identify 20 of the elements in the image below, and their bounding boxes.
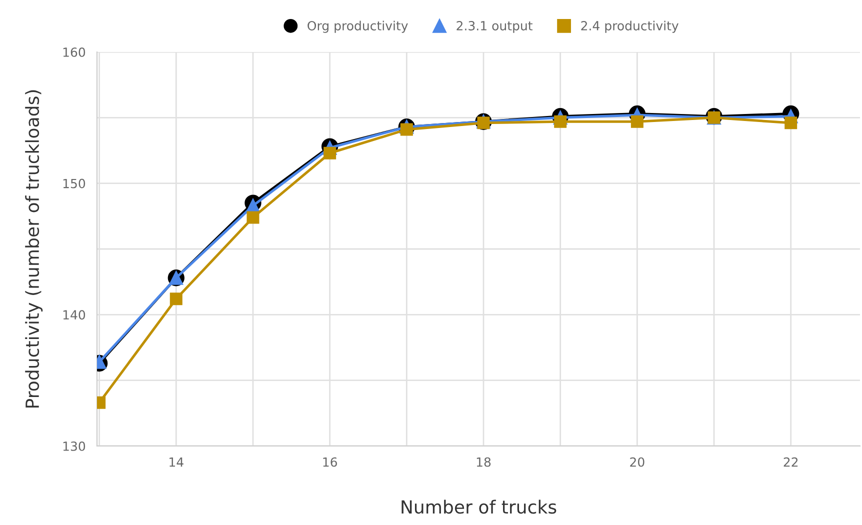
x-axis-title: Number of trucks [402, 500, 556, 514]
y-tick-label: 140 [63, 310, 86, 320]
point [324, 146, 336, 160]
y-axis-title: Productivity (number of truckloads) [25, 90, 43, 408]
y-tick-label: 130 [63, 441, 86, 451]
legend-label: Org productivity [308, 20, 408, 33]
legend-label: 2.4 productivity [581, 20, 678, 33]
point [630, 115, 644, 128]
point [170, 292, 182, 306]
x-tick-label: 22 [784, 457, 798, 467]
point [246, 211, 260, 224]
y-tick-label: 150 [63, 178, 86, 188]
point [784, 116, 798, 130]
x-tick-label: 16 [323, 457, 337, 467]
x-tick-label: 20 [630, 457, 644, 467]
y-tick-label: 160 [63, 47, 86, 57]
point [554, 115, 567, 128]
legend-label: 2.3.1 output [456, 20, 532, 33]
x-tick-label: 18 [476, 457, 491, 467]
x-tick-label: 14 [170, 457, 184, 467]
